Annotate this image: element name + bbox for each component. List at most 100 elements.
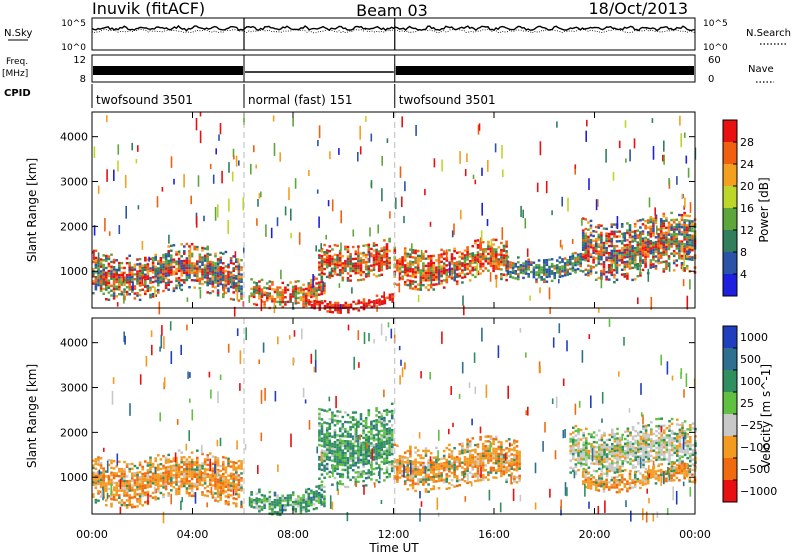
heatmap-cell [364,263,368,266]
heatmap-cell [598,443,601,447]
heatmap-cell [349,279,352,282]
heatmap-cell [535,280,538,284]
heatmap-cell [185,463,189,466]
heatmap-cell [527,263,530,266]
heatmap-cell [131,489,134,492]
heatmap-cell [302,295,305,298]
heatmap-cell [509,273,512,276]
heatmap-cell [600,224,603,227]
heatmap-cell [190,195,192,205]
heatmap-cell [585,427,588,430]
heatmap-cell [375,467,378,470]
heatmap-cell [196,449,199,452]
heatmap-cell [349,262,352,265]
heatmap-cell [271,283,274,286]
heatmap-cell [362,479,365,483]
heatmap-cell [577,432,580,436]
heatmap-cell [224,495,228,498]
heatmap-cell [203,477,207,480]
heatmap-cell [359,451,363,454]
heatmap-cell [362,436,365,440]
heatmap-cell [216,492,220,496]
heatmap-cell [237,476,241,479]
heatmap-cell [320,259,324,263]
heatmap-cell [268,490,272,494]
heatmap-cell [424,286,428,289]
heatmap-cell [357,471,360,474]
heatmap-cell [318,407,321,411]
heatmap-cell [209,277,212,280]
heatmap-cell [424,250,428,253]
heatmap-cell [328,442,332,445]
heatmap-cell [422,461,425,465]
heatmap-cell [144,290,147,293]
heatmap-cell [675,228,679,231]
heatmap-cell [476,251,480,254]
heatmap-cell [341,304,345,307]
heatmap-cell [315,277,318,280]
heatmap-cell [325,256,329,259]
heatmap-cell [102,263,105,267]
heatmap-cell [196,272,199,275]
heatmap-cell [123,484,126,488]
heatmap-cell [466,467,469,470]
heatmap-cell [691,234,694,237]
heatmap-cell [325,450,329,454]
heatmap-cell [278,300,282,304]
heatmap-cell [92,478,95,482]
heatmap-cell [331,449,334,453]
heatmap-cell [167,460,170,464]
heatmap-cell [364,438,368,441]
heatmap-cell [265,282,269,285]
heatmap-cell [561,270,564,273]
heatmap-cell [206,284,209,287]
heatmap-cell [312,274,314,288]
heatmap-cell [401,458,404,461]
heatmap-cell [162,467,165,470]
heatmap-cell [396,266,399,270]
heatmap-cell [164,272,168,275]
heatmap-cell [255,284,259,287]
heatmap-cell [388,293,392,296]
heatmap-cell [320,283,324,286]
heatmap-cell [170,256,173,260]
heatmap-cell [151,271,155,274]
heatmap-cell [346,257,350,261]
heatmap-cell [185,276,189,279]
heatmap-cell [317,492,321,495]
heatmap-cell [123,288,126,291]
heatmap-cell [377,269,381,272]
heatmap-cell [672,235,676,238]
heatmap-cell [318,455,321,459]
heatmap-cell [237,483,241,487]
heatmap-cell [518,457,521,461]
heatmap-cell [333,460,337,463]
heatmap-cell [320,271,324,275]
heatmap-cell [94,486,98,490]
heatmap-cell [133,297,137,300]
heatmap-cell [359,271,363,274]
heatmap-cell [574,465,578,469]
heatmap-cell [517,277,520,281]
heatmap-cell [222,278,225,282]
heatmap-cell [545,261,549,264]
heatmap-cell [183,463,186,466]
heatmap-cell [372,451,376,454]
heatmap-cell [196,262,199,266]
heatmap-cell [445,487,449,490]
heatmap-cell [450,270,454,273]
heatmap-cell [396,480,399,483]
heatmap-cell [581,258,585,261]
heatmap-cell [336,311,340,314]
heatmap-cell [464,169,467,177]
heatmap-cell [587,240,590,243]
heatmap-cell [667,228,671,232]
heatmap-cell [170,481,173,485]
heatmap-cell [317,140,319,147]
heatmap-cell [502,460,506,464]
heatmap-cell [652,224,655,228]
heatmap-cell [484,445,488,448]
heatmap-cell [341,461,345,464]
heatmap-cell [162,256,165,259]
heatmap-cell [535,266,538,269]
